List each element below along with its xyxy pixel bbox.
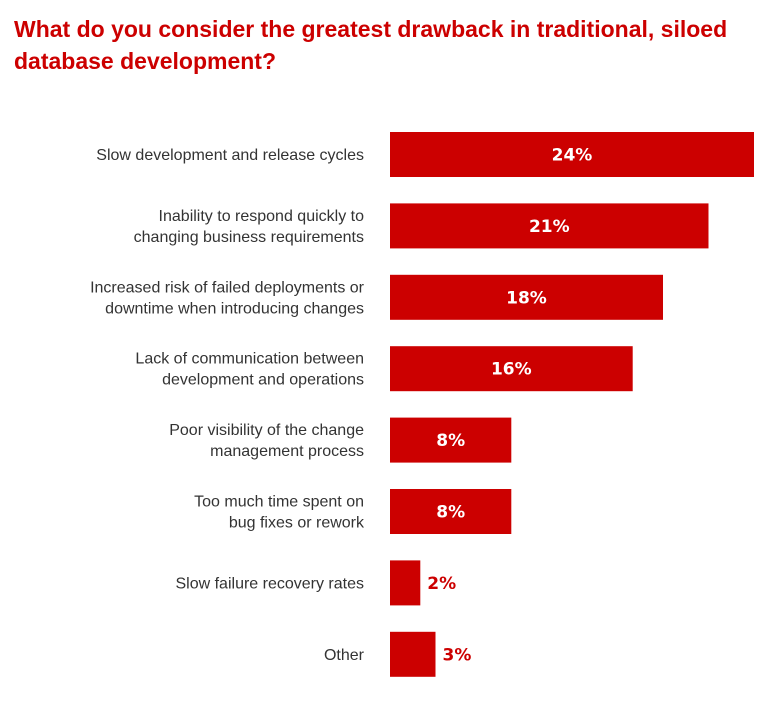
bar-2: [390, 203, 709, 249]
value-labels-group: 24% 21% 18% 16% 8% 8% 2% 3%: [427, 146, 592, 666]
category-label-1: Slow development and release cycles: [96, 147, 364, 164]
bar-1: [390, 132, 754, 177]
bar-3: [390, 274, 663, 320]
bar-6: [390, 489, 512, 534]
category-label-4: Lack of communication between development…: [135, 351, 364, 389]
value-label-6: 8%: [436, 503, 465, 523]
bars-group: [390, 132, 754, 677]
category-label-8: Other: [324, 647, 365, 664]
bar-5: [390, 417, 512, 463]
bar-7: [390, 560, 421, 606]
value-label-5: 8%: [436, 431, 465, 451]
category-label-2: Inability to respond quickly to changing …: [134, 208, 364, 246]
bar-4: [390, 346, 633, 392]
value-label-2: 21%: [529, 217, 570, 237]
chart-title: What do you consider the greatest drawba…: [14, 16, 728, 74]
value-label-7: 2%: [427, 574, 456, 594]
category-label-3: Increased risk of failed deployments or d…: [90, 279, 365, 317]
category-label-7: Slow failure recovery rates: [175, 575, 364, 592]
category-label-6: Too much time spent on bug fixes or rewor…: [194, 494, 365, 532]
value-label-1: 24%: [552, 146, 593, 166]
value-label-4: 16%: [491, 360, 532, 380]
bar-8: [390, 631, 436, 677]
category-label-5: Poor visibility of the change management …: [169, 422, 364, 460]
value-label-8: 3%: [443, 645, 472, 665]
category-labels-group: Slow development and release cycles Inabi…: [90, 147, 365, 664]
value-label-3: 18%: [506, 288, 547, 308]
